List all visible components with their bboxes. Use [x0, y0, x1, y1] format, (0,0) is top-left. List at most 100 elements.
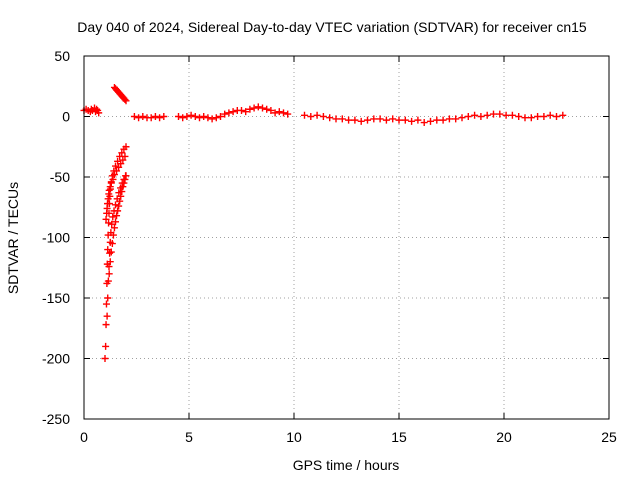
chart-title: Day 040 of 2024, Sidereal Day-to-day VTE… [77, 19, 587, 35]
data-point [458, 114, 466, 122]
y-tick-labels: 50 0 -50 -100 -150 -200 -250 [42, 48, 70, 427]
data-point [263, 105, 271, 113]
data-point [242, 108, 250, 116]
x-axis-label: GPS time / hours [293, 457, 400, 473]
data-point [229, 108, 237, 116]
y-axis-label: SDTVAR / TECUs [5, 182, 21, 294]
data-point [208, 115, 216, 123]
data-point [179, 114, 187, 122]
data-point [301, 111, 308, 119]
data-point [106, 258, 114, 266]
data-point [445, 115, 453, 123]
data-point [183, 113, 191, 120]
x-tick-label: 15 [391, 429, 407, 445]
axis-ticks [83, 55, 610, 420]
data-point [109, 175, 117, 183]
data-point [271, 109, 279, 117]
y-tick-label: 50 [54, 48, 70, 64]
data-point [246, 105, 254, 113]
data-point [110, 224, 118, 232]
data-point [534, 113, 542, 120]
x-tick-label: 20 [496, 429, 512, 445]
y-tick-label: -50 [50, 169, 70, 185]
data-point [307, 113, 315, 120]
data-point [106, 183, 114, 191]
data-point [508, 111, 516, 119]
data-point [496, 110, 504, 118]
x-tick-label: 25 [601, 429, 617, 445]
data-point [553, 113, 560, 120]
data-point [121, 175, 129, 183]
data-point [196, 114, 203, 122]
data-point [103, 312, 111, 320]
data-point [135, 114, 143, 122]
data-point [439, 116, 447, 124]
data-point [122, 97, 130, 105]
data-point [267, 106, 275, 114]
data-point [515, 113, 523, 120]
data-point [238, 106, 245, 114]
data-point [204, 114, 212, 122]
data-point [187, 111, 195, 119]
data-point [452, 115, 460, 123]
data-point [483, 111, 491, 119]
data-point [115, 163, 123, 171]
data-point [118, 149, 126, 157]
data-point [105, 270, 113, 278]
data-point [102, 342, 110, 350]
data-point [280, 109, 287, 117]
data-point [191, 113, 199, 120]
data-point [200, 113, 208, 120]
data-point [527, 114, 535, 122]
data-point [122, 143, 130, 151]
data-point [104, 277, 112, 285]
data-point [105, 219, 113, 227]
data-point [101, 355, 109, 362]
data-point [376, 115, 384, 123]
data-point [119, 183, 127, 191]
data-point [370, 115, 378, 123]
data-point [275, 108, 283, 116]
data-point [345, 116, 353, 124]
data-point [107, 179, 115, 187]
data-point [546, 111, 554, 119]
data-point [319, 113, 327, 120]
data-point [326, 114, 334, 122]
y-tick-label: -200 [42, 351, 70, 367]
data-point [121, 152, 129, 160]
data-point [221, 110, 229, 118]
data-point [389, 115, 397, 123]
x-tick-label: 0 [80, 429, 88, 445]
data-point [112, 218, 119, 226]
data-point [130, 113, 138, 120]
data-point [110, 171, 118, 179]
data-point [382, 116, 390, 124]
data-point [114, 207, 122, 215]
data-point [113, 212, 121, 220]
data-point [120, 179, 128, 187]
x-tick-label: 10 [286, 429, 302, 445]
data-point [108, 220, 116, 228]
data-point [112, 201, 119, 209]
data-point [464, 113, 472, 120]
data-point [118, 188, 126, 196]
data-point [117, 160, 125, 168]
data-point [313, 111, 321, 119]
y-tick-label: -150 [42, 290, 70, 306]
data-point [95, 109, 103, 117]
data-point [112, 162, 119, 170]
data-point [104, 294, 112, 302]
data-point [225, 109, 233, 117]
data-point [250, 104, 258, 112]
data-point [259, 104, 266, 112]
data-point [116, 197, 124, 205]
data-point [427, 117, 434, 125]
y-tick-label: 0 [62, 109, 70, 125]
data-point [408, 117, 416, 125]
data-point [115, 202, 123, 210]
data-point [502, 111, 510, 119]
data-point [471, 111, 479, 119]
data-point [122, 172, 130, 180]
data-point [109, 231, 117, 239]
